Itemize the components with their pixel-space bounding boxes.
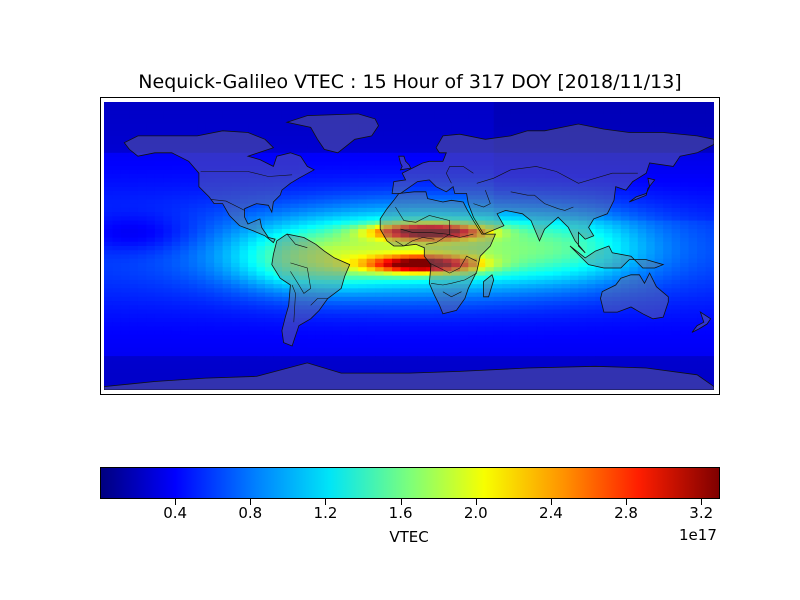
land-uk [398, 155, 412, 171]
colorbar-tick [175, 499, 177, 505]
land-eurasia [391, 123, 714, 254]
colorbar-label: VTEC [389, 528, 429, 546]
land-indonesia [569, 245, 665, 269]
colorbar-tick [400, 499, 402, 505]
colorbar-tick-label: 2.8 [614, 504, 638, 522]
land-greenland [285, 113, 379, 154]
colorbar-tick [550, 499, 552, 505]
border-line [445, 166, 474, 184]
border-line [290, 262, 312, 294]
colorbar-tick [701, 499, 703, 505]
border-line [429, 255, 477, 274]
colorbar-tick-label: 2.0 [463, 504, 488, 522]
land-antarctica [104, 362, 714, 390]
border-line [310, 298, 328, 306]
vtec-field [104, 102, 714, 390]
border-line [395, 237, 435, 247]
colorbar [100, 467, 720, 499]
map-title: Nequick-Galileo VTEC : 15 Hour of 317 DO… [138, 71, 682, 93]
colorbar-tick-label: 0.4 [163, 504, 188, 522]
land-south-america [271, 233, 351, 347]
border-line [400, 228, 474, 238]
border-line [476, 166, 638, 184]
land-japan [629, 177, 656, 203]
colorbar-tick-label: 1.2 [313, 504, 338, 522]
colorbar-tick [475, 499, 477, 505]
colorbar-tick [250, 499, 252, 505]
land-new-zealand [691, 311, 712, 333]
border-line [442, 291, 462, 298]
land-madagascar [483, 274, 495, 298]
vtec-map [104, 102, 714, 390]
colorbar-tick-label: 1.6 [388, 504, 413, 522]
border-line [286, 233, 308, 248]
colorbar-tick-label: 0.8 [238, 504, 263, 522]
land-australia [600, 272, 669, 320]
colorbar-tick-label: 3.2 [689, 504, 714, 522]
land-overlay [104, 113, 714, 390]
border-line [291, 284, 296, 323]
country-borders [200, 166, 638, 323]
colorbar-exponent: 1e17 [679, 526, 717, 544]
border-line [430, 272, 477, 286]
border-line [510, 191, 574, 211]
border-line [395, 206, 451, 245]
land-africa [379, 191, 497, 315]
border-line [473, 189, 491, 208]
colorbar-tick-label: 2.4 [538, 504, 563, 522]
border-line [210, 199, 245, 211]
colorbar-tick [626, 499, 628, 505]
land-north-america [123, 130, 315, 244]
border-line [200, 171, 293, 177]
colorbar-tick [325, 499, 327, 505]
